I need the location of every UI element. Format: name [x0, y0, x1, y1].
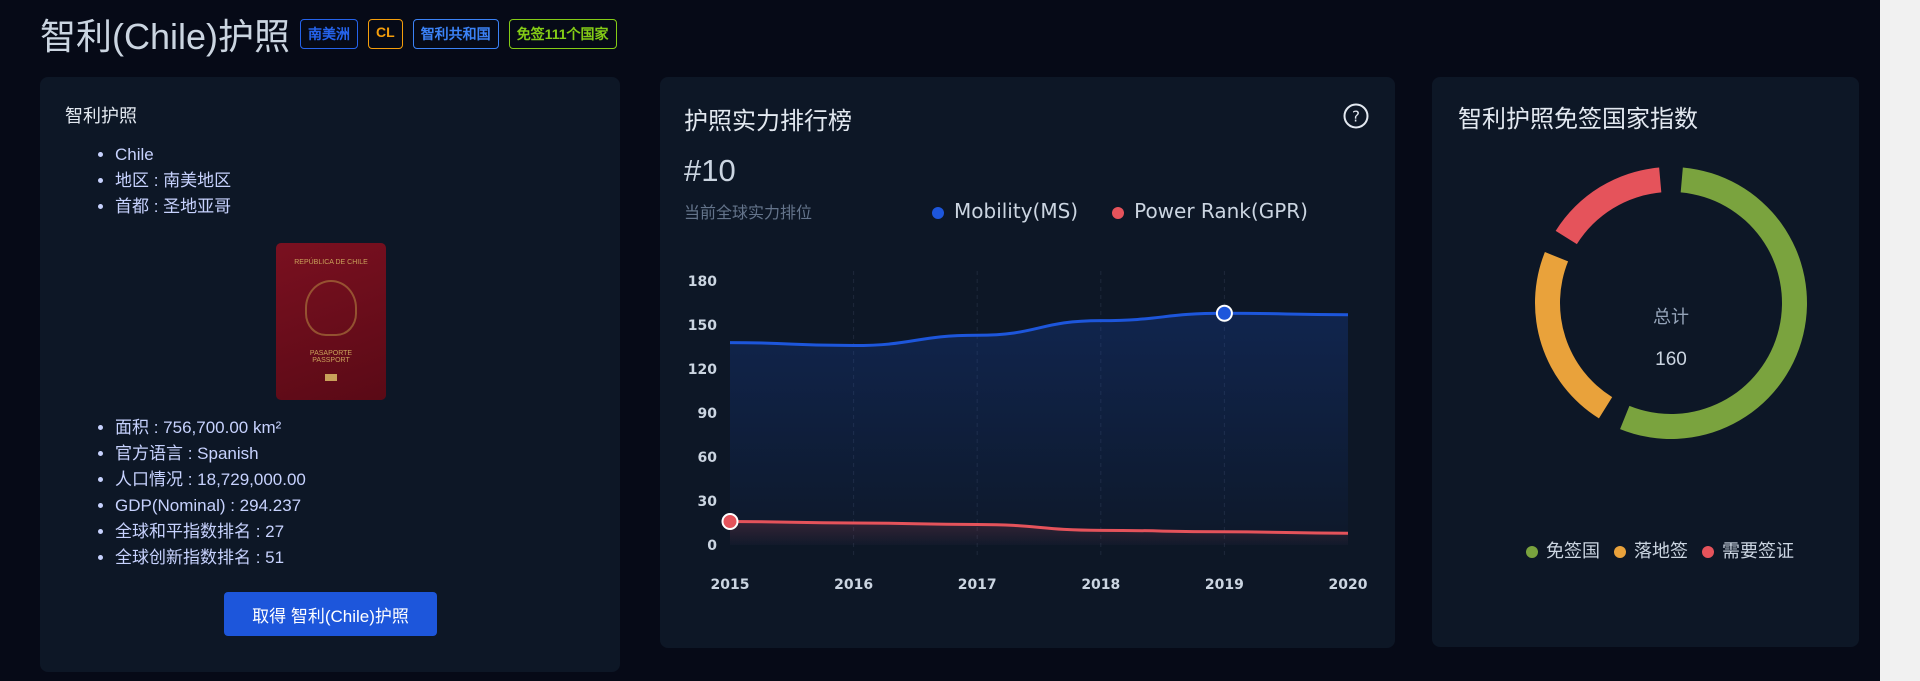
card-title: 护照实力排行榜 — [684, 108, 852, 135]
tag-badge: 智利共和国 — [412, 19, 499, 49]
legend-label: 落地签 — [1634, 541, 1688, 561]
y-tick-label: 120 — [688, 362, 717, 378]
rank-subtitle: 当前全球实力排位 — [684, 205, 813, 222]
chart-legend: Mobility(MS) Power Rank(GPR) — [932, 199, 1308, 223]
donut-legend: 免签国 落地签 需要签证 — [1526, 537, 1794, 563]
donut-slice[interactable] — [1535, 252, 1613, 419]
y-tick-label: 180 — [688, 274, 717, 290]
donut-chart — [1535, 167, 1807, 439]
coat-of-arms-icon — [305, 280, 357, 336]
legend-dot-icon — [1614, 546, 1626, 559]
info-item: 官方语言 : Spanish — [115, 441, 306, 467]
passport-info-card: 智利护照 Chile地区 : 南美地区首都 : 圣地亚哥 REPÚBLICA D… — [40, 77, 620, 672]
series-line — [729, 311, 1349, 348]
card-title: 智利护照免签国家指数 — [1458, 106, 1698, 133]
passport-image: REPÚBLICA DE CHILE PASAPORTE PASSPORT — [276, 243, 386, 400]
legend-label: Mobility(MS) — [954, 199, 1079, 223]
donut-slice[interactable] — [1555, 167, 1662, 245]
info-item: 全球创新指数排名 : 51 — [115, 545, 306, 571]
legend-item[interactable]: Mobility(MS) — [932, 199, 1078, 223]
y-tick-label: 30 — [698, 494, 718, 510]
legend-item[interactable]: 需要签证 — [1702, 537, 1794, 563]
info-item: 人口情况 : 18,729,000.00 — [115, 467, 306, 493]
visa-free-card: 智利护照免签国家指数 总计 160 免签国 落地签 需要签证 — [1432, 77, 1859, 647]
tag-badge: CL — [368, 19, 403, 49]
svg-text:?: ? — [1352, 108, 1360, 126]
page-header: 智利(Chile)护照 南美洲 CL 智利共和国 免签111个国家 — [40, 8, 617, 60]
y-tick-label: 60 — [698, 450, 718, 466]
donut-slice[interactable] — [1620, 167, 1807, 439]
series-area — [730, 521, 1348, 545]
legend-dot-icon — [1112, 206, 1125, 219]
donut-center-value: 160 — [1655, 349, 1687, 370]
donut-center-label: 总计 — [1653, 307, 1689, 327]
x-tick-label: 2018 — [1081, 577, 1120, 593]
x-tick-label: 2015 — [711, 577, 750, 593]
info-item: 首都 : 圣地亚哥 — [115, 194, 231, 220]
x-tick-label: 2017 — [958, 577, 997, 593]
info-item: 全球和平指数排名 : 27 — [115, 519, 306, 545]
legend-label: 免签国 — [1546, 541, 1600, 561]
rank-value: #10 — [684, 153, 736, 188]
info-item: 面积 : 756,700.00 km² — [115, 415, 306, 441]
x-tick-label: 2016 — [834, 577, 873, 593]
series-line — [729, 520, 1349, 535]
data-point[interactable] — [1215, 304, 1233, 322]
legend-label: 需要签证 — [1722, 541, 1794, 561]
card-title: 智利护照 — [65, 106, 137, 126]
line-chart: 2015 2016 2017 2018 2019 2020 0 30 60 90 120 150 180 — [688, 271, 1368, 593]
legend-dot-icon — [932, 206, 944, 219]
legend-item[interactable]: 免签国 — [1526, 537, 1600, 563]
info-item: GDP(Nominal) : 294.237 — [115, 493, 306, 519]
info-list-details: 面积 : 756,700.00 km²官方语言 : Spanish人口情况 : … — [40, 415, 306, 571]
info-item: 地区 : 南美地区 — [115, 168, 231, 194]
legend-dot-icon — [1526, 546, 1538, 559]
y-tick-label: 90 — [698, 406, 718, 422]
data-point[interactable] — [721, 513, 739, 531]
series-area — [730, 313, 1348, 545]
info-item: Chile — [115, 142, 231, 168]
question-circle-icon[interactable]: ? — [1342, 102, 1370, 130]
legend-item[interactable]: Power Rank(GPR) — [1112, 199, 1308, 223]
legend-dot-icon — [1702, 546, 1714, 559]
get-passport-button[interactable]: 取得 智利(Chile)护照 — [224, 592, 437, 636]
legend-item[interactable]: 落地签 — [1614, 537, 1688, 563]
chip-icon — [325, 374, 337, 381]
page-title: 智利(Chile)护照 — [40, 16, 291, 57]
x-tick-label: 2020 — [1329, 577, 1368, 593]
tag-badge: 南美洲 — [300, 19, 359, 49]
x-tick-label: 2019 — [1205, 577, 1244, 593]
info-list: Chile地区 : 南美地区首都 : 圣地亚哥 — [40, 142, 231, 220]
y-tick-label: 0 — [707, 538, 717, 554]
legend-label: Power Rank(GPR) — [1134, 199, 1308, 223]
ranking-card: 护照实力排行榜 ? #10 当前全球实力排位 Mobility(MS) Power… — [660, 77, 1395, 648]
y-tick-label: 150 — [688, 318, 717, 334]
scrollbar[interactable] — [1880, 0, 1920, 681]
tag-badge: 免签111个国家 — [508, 19, 617, 49]
